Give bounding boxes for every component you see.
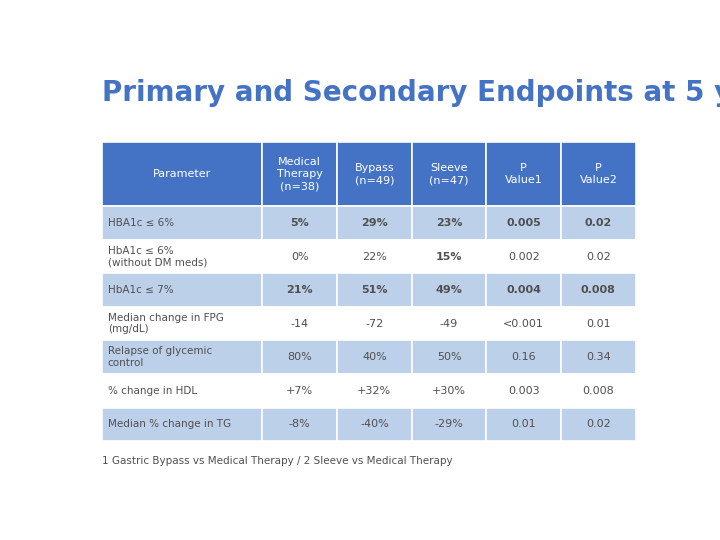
Text: 0.02: 0.02 [586,252,611,261]
Bar [486,141,561,206]
Bar [337,408,412,441]
Bar [412,273,486,307]
Bar [561,408,636,441]
Bar [102,408,262,441]
Bar [262,374,337,408]
Bar [486,240,561,273]
Bar [102,340,262,374]
Bar [412,141,486,206]
Bar [412,408,486,441]
Text: 51%: 51% [361,285,387,295]
Bar [486,307,561,340]
Bar [337,374,412,408]
Bar [486,206,561,240]
Text: Relapse of glycemic
control: Relapse of glycemic control [108,346,212,368]
Bar [561,273,636,307]
Bar [337,307,412,340]
Bar [561,340,636,374]
Text: <0.001: <0.001 [503,319,544,329]
Text: 0.02: 0.02 [586,420,611,429]
Text: 29%: 29% [361,218,387,228]
Text: HbA1c ≤ 6%
(without DM meds): HbA1c ≤ 6% (without DM meds) [108,246,207,267]
Text: 0.008: 0.008 [582,386,614,396]
Bar [102,273,262,307]
Text: Median % change in TG: Median % change in TG [108,420,231,429]
Text: 0.34: 0.34 [586,352,611,362]
Bar [412,240,486,273]
Bar [102,374,262,408]
Text: 0.005: 0.005 [506,218,541,228]
Text: 50%: 50% [437,352,462,362]
Bar [262,408,337,441]
Bar [262,141,337,206]
Bar [486,408,561,441]
Bar [561,206,636,240]
Text: 0.16: 0.16 [511,352,536,362]
Bar [412,206,486,240]
Text: HBA1c ≤ 6%: HBA1c ≤ 6% [108,218,174,228]
Bar [102,307,262,340]
Text: 1 Gastric Bypass vs Medical Therapy / 2 Sleeve vs Medical Therapy: 1 Gastric Bypass vs Medical Therapy / 2 … [102,456,453,466]
Bar [412,340,486,374]
Text: Parameter: Parameter [153,169,212,179]
Bar [262,340,337,374]
Bar [337,206,412,240]
Text: 0.02: 0.02 [585,218,612,228]
Text: 21%: 21% [287,285,313,295]
Text: 15%: 15% [436,252,462,261]
Bar [486,340,561,374]
Bar [262,307,337,340]
Text: 49%: 49% [436,285,462,295]
Bar [486,374,561,408]
Bar [262,206,337,240]
Text: 23%: 23% [436,218,462,228]
Text: -29%: -29% [435,420,464,429]
Text: -72: -72 [365,319,384,329]
Text: P
Value2: P Value2 [580,163,617,185]
Bar [561,374,636,408]
Text: +7%: +7% [286,386,313,396]
Text: 0.008: 0.008 [581,285,616,295]
Text: 80%: 80% [287,352,312,362]
Bar [412,374,486,408]
Bar [561,307,636,340]
Bar [412,307,486,340]
Text: 0.003: 0.003 [508,386,539,396]
Text: -40%: -40% [360,420,389,429]
Text: Sleeve
(n=47): Sleeve (n=47) [429,163,469,185]
Text: Primary and Secondary Endpoints at 5 years: Primary and Secondary Endpoints at 5 yea… [102,79,720,107]
Text: 0.01: 0.01 [511,420,536,429]
Text: Median change in FPG
(mg/dL): Median change in FPG (mg/dL) [108,313,224,334]
Bar [337,340,412,374]
Text: Bypass
(n=49): Bypass (n=49) [354,163,394,185]
Bar [561,141,636,206]
Bar [561,240,636,273]
Bar [102,141,262,206]
Bar [102,206,262,240]
Text: -49: -49 [440,319,458,329]
Bar [337,240,412,273]
Bar [102,240,262,273]
Bar [262,240,337,273]
Text: Medical
Therapy
(n=38): Medical Therapy (n=38) [276,157,323,191]
Bar [337,141,412,206]
Text: % change in HDL: % change in HDL [108,386,197,396]
Text: 0%: 0% [291,252,308,261]
Text: 0.002: 0.002 [508,252,539,261]
Text: -14: -14 [291,319,309,329]
Text: 22%: 22% [362,252,387,261]
Text: +32%: +32% [357,386,392,396]
Text: HbA1c ≤ 7%: HbA1c ≤ 7% [108,285,174,295]
Text: -8%: -8% [289,420,310,429]
Text: +30%: +30% [432,386,466,396]
Bar [262,273,337,307]
Bar [486,273,561,307]
Text: 0.01: 0.01 [586,319,611,329]
Text: 5%: 5% [290,218,309,228]
Text: P
Value1: P Value1 [505,163,543,185]
Text: 0.004: 0.004 [506,285,541,295]
Bar [337,273,412,307]
Text: 40%: 40% [362,352,387,362]
